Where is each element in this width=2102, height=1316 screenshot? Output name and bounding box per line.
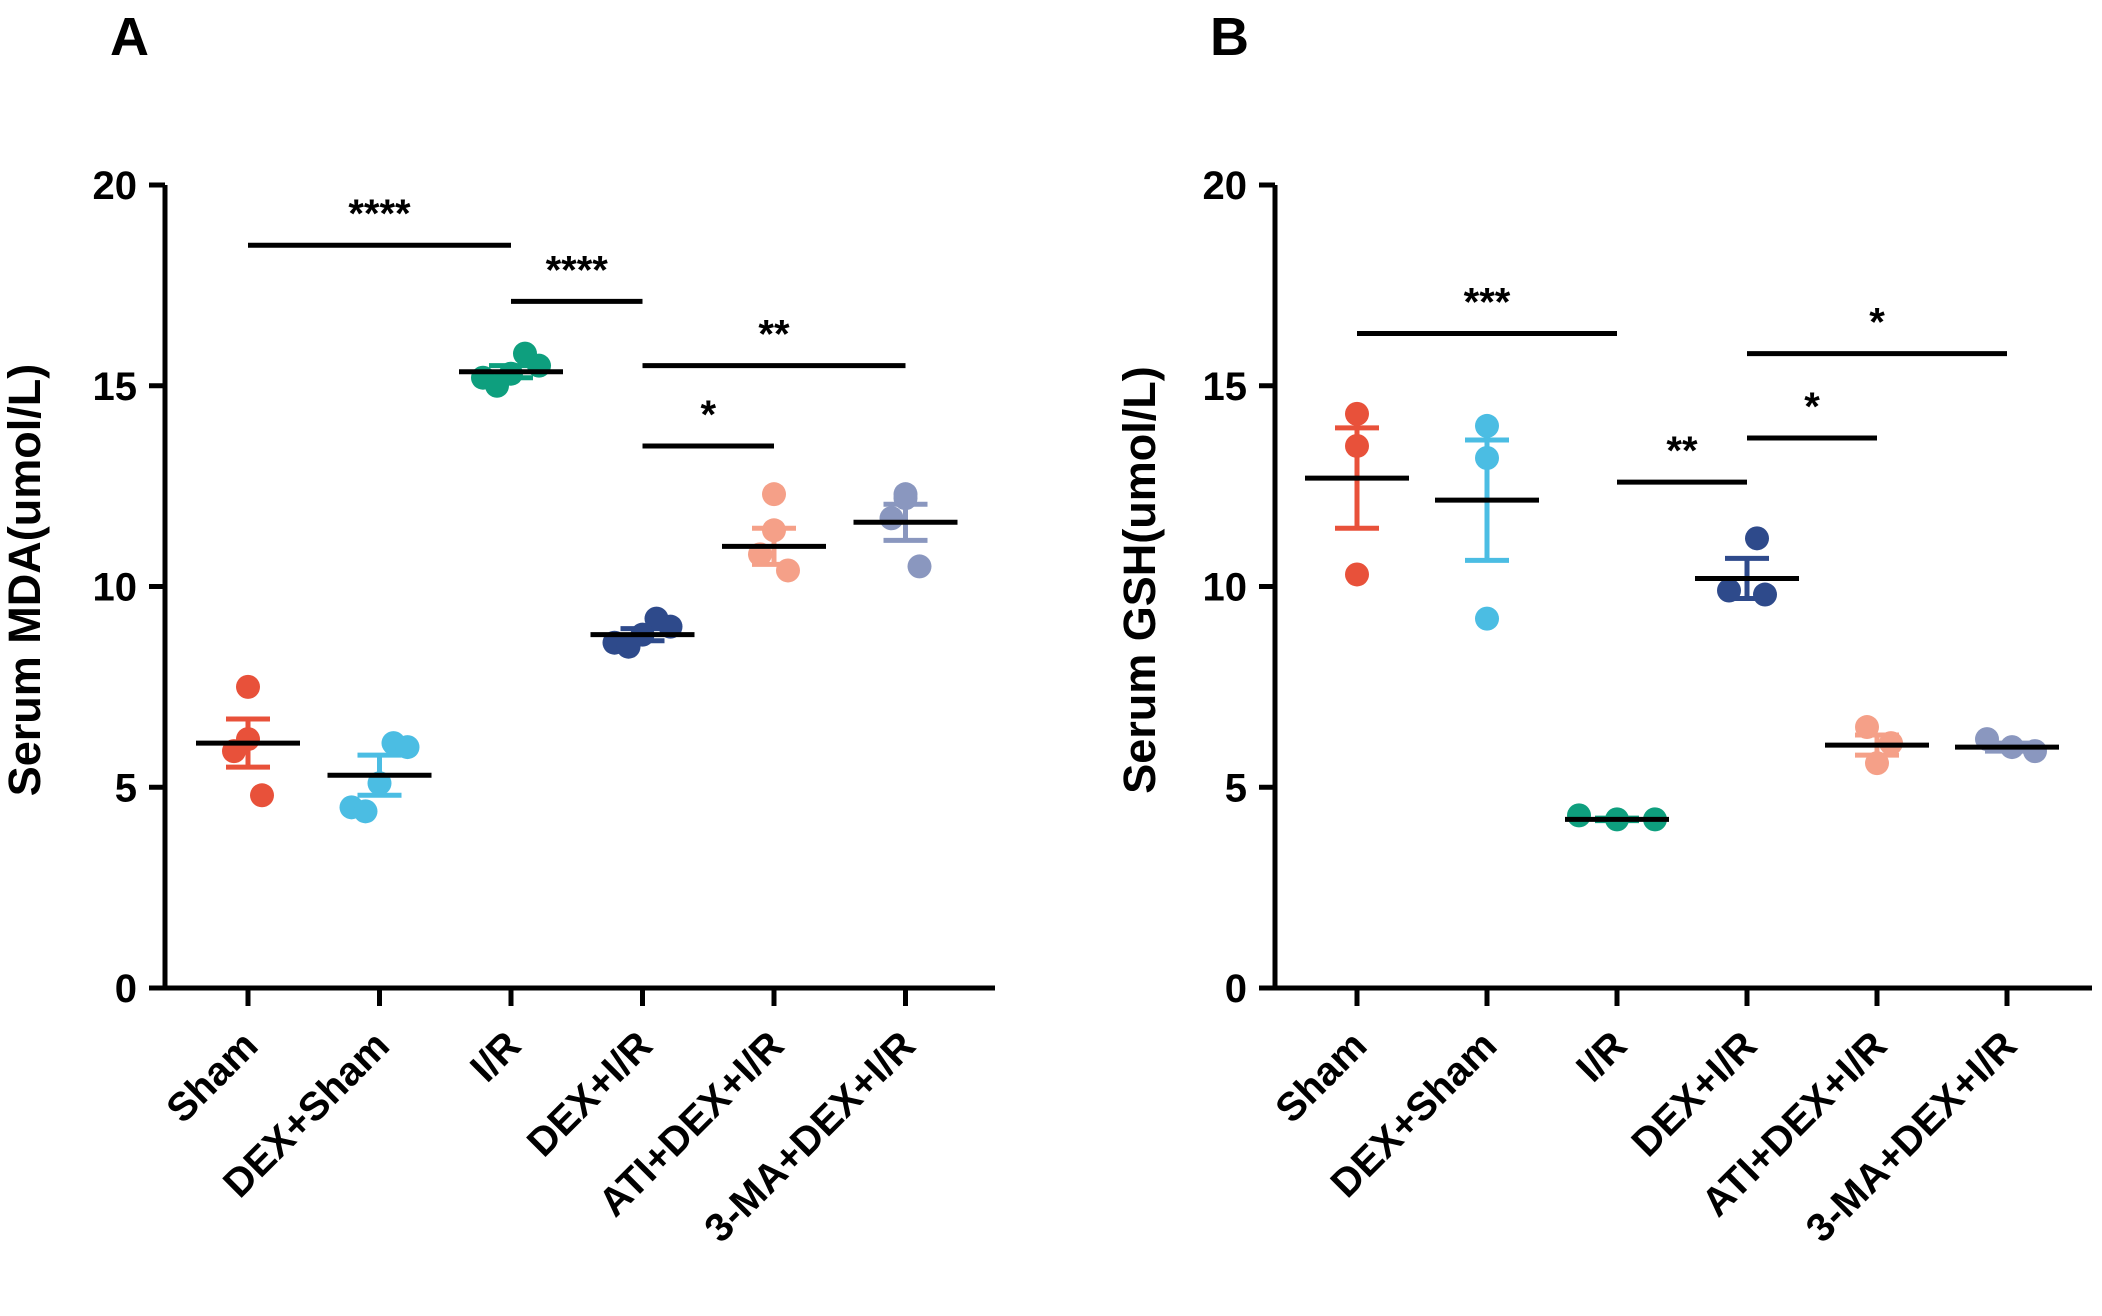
panel-b-y-tick-label: 5 (1225, 766, 1247, 810)
panel-b-significance-label: ** (1666, 429, 1698, 473)
panel-b-data-point (1475, 413, 1499, 438)
panel-b-data-point (1745, 526, 1769, 551)
panel-a-data-point (762, 482, 786, 507)
panel-b: B Serum GSH(umol/L) 05101520ShamDEX+Sham… (1114, 7, 2092, 1251)
panel-b-data-point (1567, 803, 1591, 828)
panel-a-significance-label: ** (758, 313, 790, 357)
panel-a-data-point (907, 554, 932, 579)
panel-a-data-point (776, 558, 800, 583)
panel-b-significance-label: *** (1464, 281, 1511, 325)
panel-a-data-point (250, 783, 274, 808)
panel-b-data-point (1475, 606, 1499, 631)
panel-b-data-point (1345, 433, 1369, 458)
panel-b-data-point (1345, 562, 1369, 587)
panel-b-y-tick-label: 0 (1225, 967, 1247, 1011)
panel-a-data-point (762, 518, 786, 543)
panel-b-data-point (1753, 582, 1777, 607)
panel-a-data-point (893, 486, 918, 511)
panel-b-y-tick-label: 20 (1203, 164, 1248, 208)
panel-a-significance-label: * (700, 393, 716, 437)
panel-a-data-point (485, 373, 509, 398)
panel-a-category-label: Sham (158, 1023, 266, 1131)
panel-a-y-tick-label: 10 (93, 566, 138, 610)
panel-b-category-label: Sham (1267, 1023, 1375, 1131)
panel-b-y-tick-label: 10 (1203, 566, 1248, 610)
panel-b-y-tick-label: 15 (1203, 365, 1248, 409)
panel-a-data-point (353, 799, 378, 824)
panel-a-y-tick-label: 5 (115, 766, 137, 810)
panel-b-significance-label: * (1804, 385, 1820, 429)
panel-b-data-point (2023, 739, 2047, 764)
panel-a-significance-label: **** (348, 192, 411, 236)
panel-b-y-axis-label: Serum GSH(umol/L) (1114, 366, 1165, 794)
panel-b-category-label: I/R (1568, 1023, 1635, 1090)
panel-a-data-point (616, 634, 641, 659)
panel-b-significance-label: * (1869, 301, 1885, 345)
panel-a-y-axis-label: Serum MDA(umol/L) (0, 364, 50, 797)
panel-a: A Serum MDA(umol/L) 05101520ShamDEX+Sham… (0, 7, 995, 1251)
panel-a-y-tick-label: 15 (93, 365, 138, 409)
panel-b-data-point (1475, 446, 1499, 471)
panel-a-label: A (110, 7, 149, 67)
panel-b-label: B (1210, 7, 1249, 67)
panel-a-significance-label: **** (546, 248, 609, 292)
panel-b-data-point (1855, 715, 1879, 740)
panel-b-data-point (1345, 401, 1369, 426)
panel-a-data-point (395, 735, 420, 760)
panel-b-data-point (1865, 751, 1889, 776)
panel-a-y-tick-label: 20 (93, 164, 138, 208)
panel-a-data-point (879, 506, 904, 531)
panel-a-data-point (236, 674, 260, 699)
panel-a-y-tick-label: 0 (115, 967, 137, 1011)
panel-a-category-label: I/R (462, 1023, 529, 1090)
panel-b-data-point (1717, 578, 1741, 603)
